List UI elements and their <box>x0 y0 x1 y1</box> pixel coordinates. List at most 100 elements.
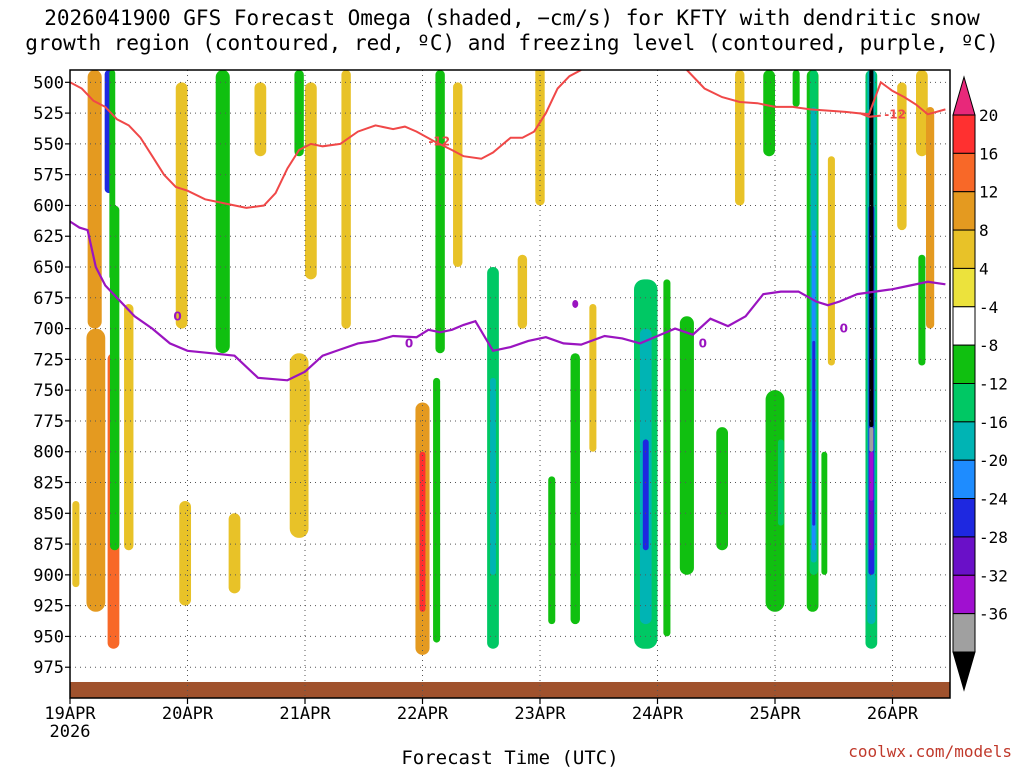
ground-strip <box>70 681 950 698</box>
colorbar-label-0: 20 <box>979 106 998 125</box>
colorbar-bin-13 <box>952 613 976 653</box>
omega-band-9 <box>175 82 188 329</box>
omega-band-1 <box>86 328 106 612</box>
omega-band-13 <box>254 82 267 157</box>
colorbar-bin-1 <box>952 152 976 193</box>
omega-band-27 <box>535 70 545 206</box>
colorbar-bin-4 <box>952 267 976 308</box>
omega-band-41 <box>792 70 800 107</box>
omega-band-46 <box>812 340 816 526</box>
omega-band-11 <box>215 70 230 354</box>
omega-band-30 <box>548 476 556 625</box>
colorbar-bin-6 <box>952 344 976 384</box>
x-tick-label-7: 26APR <box>867 704 919 724</box>
x-year-label: 2026 <box>50 722 91 742</box>
colorbar-label-13: -36 <box>979 605 1008 624</box>
omega-band-38 <box>763 70 775 157</box>
y-tick-label-13: 825 <box>33 474 64 494</box>
omega-band-29 <box>589 303 597 452</box>
freezing-level-contour <box>70 220 946 382</box>
title-line-1: 2026041900 GFS Forecast Omega (shaded, −… <box>44 6 980 30</box>
colorbar-label-1: 16 <box>979 144 998 163</box>
x-tick-label-3: 22APR <box>397 704 449 724</box>
y-tick-label-8: 700 <box>33 320 64 340</box>
colorbar-over-arrow <box>952 75 976 116</box>
snow-contour-label-0: -12 <box>428 134 450 148</box>
title-line-2: growth region (contoured, red, ºC) and f… <box>25 31 999 55</box>
omega-band-58 <box>925 106 935 329</box>
colorbar-bin-11 <box>952 536 976 576</box>
x-tick-label-5: 24APR <box>632 704 684 724</box>
y-tick-label-3: 575 <box>33 166 64 186</box>
snow-contour-label-1: -12 <box>884 107 906 121</box>
colorbar-bin-8 <box>952 421 976 461</box>
colorbar-label-8: -16 <box>979 413 1008 432</box>
omega-band-59 <box>918 254 926 366</box>
x-tick-label-2: 21APR <box>279 704 331 724</box>
omega-band-52 <box>869 70 874 428</box>
omega-band-54 <box>869 451 874 501</box>
omega-band-53 <box>869 427 874 452</box>
omega-band-55 <box>869 500 874 551</box>
y-tick-label-17: 925 <box>33 597 64 617</box>
colorbar-label-4: 4 <box>979 259 989 278</box>
colorbar-label-12: -32 <box>979 566 1008 585</box>
x-tick-label-6: 25APR <box>749 704 801 724</box>
omega-band-14 <box>294 70 304 157</box>
snow-growth-contour-1 <box>686 70 946 116</box>
colorbar-bin-10 <box>952 498 976 538</box>
chart-title: 2026041900 GFS Forecast Omega (shaded, −… <box>0 6 1024 56</box>
colorbar-label-6: -8 <box>979 336 998 355</box>
omega-band-26 <box>517 254 528 329</box>
omega-band-23 <box>453 82 463 268</box>
x-axis-title: Forecast Time (UTC) <box>401 747 618 768</box>
x-tick-label-0: 19APR <box>44 704 96 724</box>
y-tick-label-9: 725 <box>33 350 64 370</box>
x-tick-label-4: 23APR <box>514 704 566 724</box>
x-tick-label-1: 20APR <box>162 704 214 724</box>
omega-band-16 <box>305 82 317 280</box>
omega-band-8 <box>124 303 134 551</box>
colorbar-label-11: -28 <box>979 528 1008 547</box>
y-tick-label-11: 775 <box>33 412 64 432</box>
y-tick-label-14: 850 <box>33 504 64 524</box>
omega-band-22 <box>435 70 445 354</box>
y-tick-label-15: 875 <box>33 535 64 555</box>
y-tick-label-4: 600 <box>33 196 64 216</box>
omega-band-17 <box>341 70 351 329</box>
omega-band-33 <box>642 439 649 551</box>
omega-band-12 <box>228 513 241 594</box>
y-tick-label-19: 975 <box>33 658 64 678</box>
freezing-contour-label-1: 0 <box>405 336 413 350</box>
colorbar-bin-0 <box>952 114 976 154</box>
omega-band-25 <box>490 377 496 575</box>
colorbar-under-arrow <box>952 651 976 692</box>
y-tick-label-18: 950 <box>33 627 64 647</box>
omega-band-28 <box>570 353 580 625</box>
y-tick-label-10: 750 <box>33 381 64 401</box>
omega-band-48 <box>821 451 828 575</box>
colorbar-bin-9 <box>952 459 976 500</box>
omega-band-34 <box>663 279 671 637</box>
colorbar-label-9: -20 <box>979 451 1008 470</box>
omega-band-37 <box>735 70 745 206</box>
snow-growth-contour-0 <box>70 70 582 209</box>
omega-band-0 <box>87 70 102 329</box>
colorbar-label-7: -12 <box>979 375 1008 394</box>
omega-band-56 <box>897 82 907 231</box>
colorbar-label-10: -24 <box>979 490 1008 509</box>
colorbar-bin-7 <box>952 383 976 423</box>
y-tick-label-16: 900 <box>33 566 64 586</box>
omega-band-10 <box>179 500 192 606</box>
y-tick-label-0: 500 <box>33 73 64 93</box>
colorbar-bin-2 <box>952 191 976 231</box>
snow-growth-contour-2 <box>859 112 881 118</box>
y-tick-label-1: 525 <box>33 104 64 124</box>
freezing-contour-blob <box>572 299 579 308</box>
colorbar-bin-5 <box>952 306 976 346</box>
omega-band-57 <box>916 70 928 157</box>
plot-frame <box>69 69 951 699</box>
y-tick-label-5: 625 <box>33 227 64 247</box>
omega-band-21 <box>433 377 441 643</box>
